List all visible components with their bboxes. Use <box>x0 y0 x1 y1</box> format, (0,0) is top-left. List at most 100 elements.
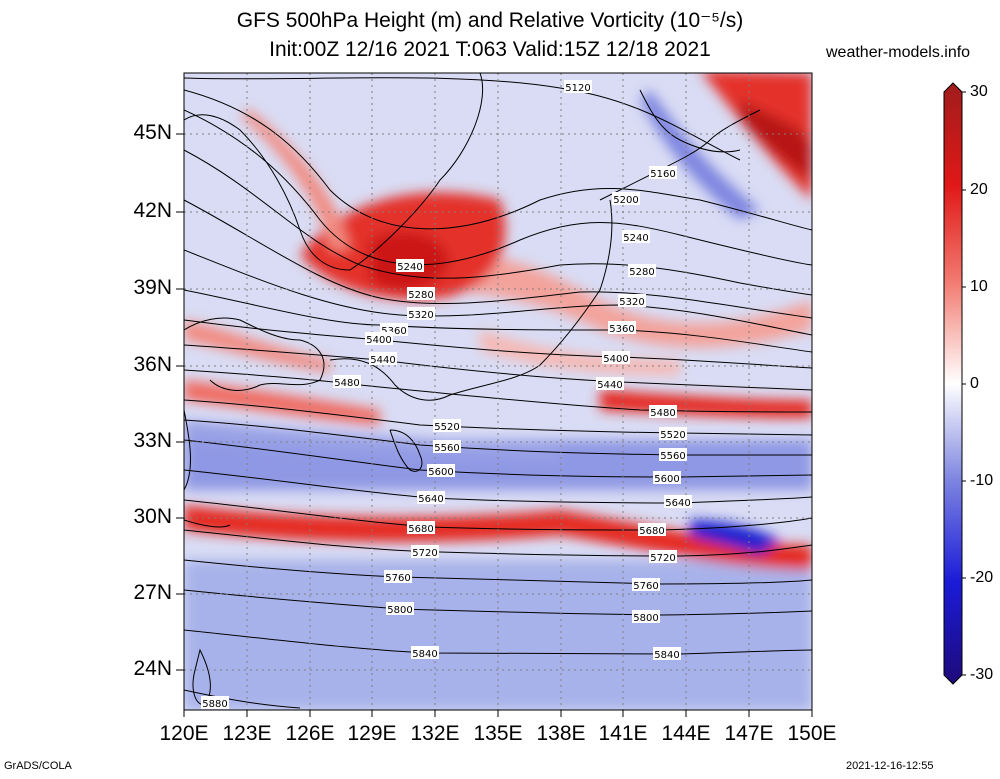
contour-label-bg <box>659 427 687 440</box>
lon-label-141e: 141E <box>598 722 648 745</box>
lat-label-42n: 42N <box>133 199 172 222</box>
contour-label-bg <box>632 610 660 623</box>
contour-label-bg <box>649 405 677 418</box>
contour-label-bg <box>433 419 461 432</box>
lat-label-24n: 24N <box>133 657 172 680</box>
contour-label-5440: 5440 <box>370 355 395 366</box>
colorbar <box>943 82 966 685</box>
contour-label-5520: 5520 <box>660 430 685 441</box>
contour-label-5280: 5280 <box>629 267 654 278</box>
contour-label-5120: 5120 <box>565 83 590 94</box>
contour-label-bg <box>201 696 229 709</box>
contour-label-5600: 5600 <box>428 467 453 478</box>
contour-label-bg <box>411 646 439 659</box>
contour-label-5880: 5880 <box>202 699 227 710</box>
contour-label-5360: 5360 <box>381 326 406 337</box>
map-title-line2: Init:00Z 12/16 2021 T:063 Valid:15Z 12/1… <box>269 38 711 61</box>
coastlines <box>184 73 761 706</box>
lon-label-138e: 138E <box>536 722 586 745</box>
contour-label-bg <box>407 521 435 534</box>
contour-label-bg <box>396 259 424 272</box>
colorbar-label-minus10: -10 <box>970 472 994 489</box>
contour-label-bg <box>659 448 687 461</box>
contour-label-5480: 5480 <box>650 408 675 419</box>
contour-label-bg <box>628 264 656 277</box>
contour-label-5200: 5200 <box>613 195 638 206</box>
contour-label-5400: 5400 <box>366 335 391 346</box>
contour-label-bg <box>649 166 677 179</box>
contour-label-5680: 5680 <box>408 524 433 535</box>
contour-label-bg <box>602 351 630 364</box>
height-contours <box>184 77 812 709</box>
contour-label-bg <box>386 602 414 615</box>
contour-label-5360: 5360 <box>609 324 634 335</box>
render-timestamp: 2021-12-16-12:55 <box>846 760 934 772</box>
contour-label-5400: 5400 <box>603 354 628 365</box>
contour-label-bg <box>649 550 677 563</box>
contour-label-bg <box>365 332 393 345</box>
contour-label-bg <box>333 375 361 388</box>
colorbar-label-10: 10 <box>970 278 988 295</box>
contour-label-5640: 5640 <box>665 498 690 509</box>
contour-label-5160: 5160 <box>650 169 675 180</box>
lon-label-135e: 135E <box>473 722 523 745</box>
colorbar-label-minus30: -30 <box>970 666 994 683</box>
contour-label-5240: 5240 <box>397 262 422 273</box>
contour-label-5800: 5800 <box>387 605 412 616</box>
contour-label-bg <box>407 307 435 320</box>
contour-label-5720: 5720 <box>412 548 437 559</box>
contour-label-5760: 5760 <box>633 581 658 592</box>
lat-label-33n: 33N <box>133 429 172 452</box>
lat-label-27n: 27N <box>133 581 172 604</box>
contour-label-bg <box>653 647 681 660</box>
contour-label-5560: 5560 <box>660 451 685 462</box>
contour-label-5480: 5480 <box>334 378 359 389</box>
contour-labels: 5120516052005240524052805280532053205360… <box>201 80 692 710</box>
contour-label-5280: 5280 <box>408 290 433 301</box>
lon-label-129e: 129E <box>347 722 397 745</box>
contour-label-bg <box>427 464 455 477</box>
lon-label-123e: 123E <box>222 722 272 745</box>
lat-label-39n: 39N <box>133 276 172 299</box>
contour-label-5600: 5600 <box>654 474 679 485</box>
lon-label-147e: 147E <box>724 722 774 745</box>
colorbar-label-minus20: -20 <box>970 569 994 586</box>
software-credit: GrADS/COLA <box>4 760 72 772</box>
lat-label-30n: 30N <box>133 505 172 528</box>
lon-label-126e: 126E <box>285 722 335 745</box>
contour-label-bg <box>618 294 646 307</box>
contour-label-5840: 5840 <box>654 650 679 661</box>
contour-label-5760: 5760 <box>385 573 410 584</box>
contour-label-bg <box>596 377 624 390</box>
colorbar-label-0: 0 <box>970 375 979 392</box>
contour-label-bg <box>433 440 461 453</box>
contour-label-5720: 5720 <box>650 553 675 564</box>
contour-label-5520: 5520 <box>434 422 459 433</box>
contour-label-bg <box>608 321 636 334</box>
contour-label-5320: 5320 <box>619 297 644 308</box>
contour-label-5320: 5320 <box>408 310 433 321</box>
colorbar-label-20: 20 <box>970 181 988 198</box>
contour-label-5840: 5840 <box>412 649 437 660</box>
contour-label-bg <box>664 495 692 508</box>
axis-ticks <box>176 133 813 717</box>
contour-label-bg <box>632 578 660 591</box>
graticule <box>184 73 812 710</box>
contour-label-bg <box>653 471 681 484</box>
contour-label-bg <box>622 230 650 243</box>
contour-label-5680: 5680 <box>639 526 664 537</box>
lon-label-150e: 150E <box>787 722 837 745</box>
contour-label-5560: 5560 <box>434 443 459 454</box>
lon-label-120e: 120E <box>159 722 209 745</box>
map-title-line1: GFS 500hPa Height (m) and Relative Vorti… <box>236 9 744 32</box>
lat-label-45n: 45N <box>133 121 172 144</box>
contour-label-5440: 5440 <box>597 380 622 391</box>
contour-label-bg <box>411 545 439 558</box>
lon-label-144e: 144E <box>661 722 711 745</box>
contour-label-bg <box>384 570 412 583</box>
lon-label-132e: 132E <box>410 722 460 745</box>
contour-label-bg <box>407 287 435 300</box>
lat-label-36n: 36N <box>133 353 172 376</box>
contour-label-5640: 5640 <box>418 494 443 505</box>
